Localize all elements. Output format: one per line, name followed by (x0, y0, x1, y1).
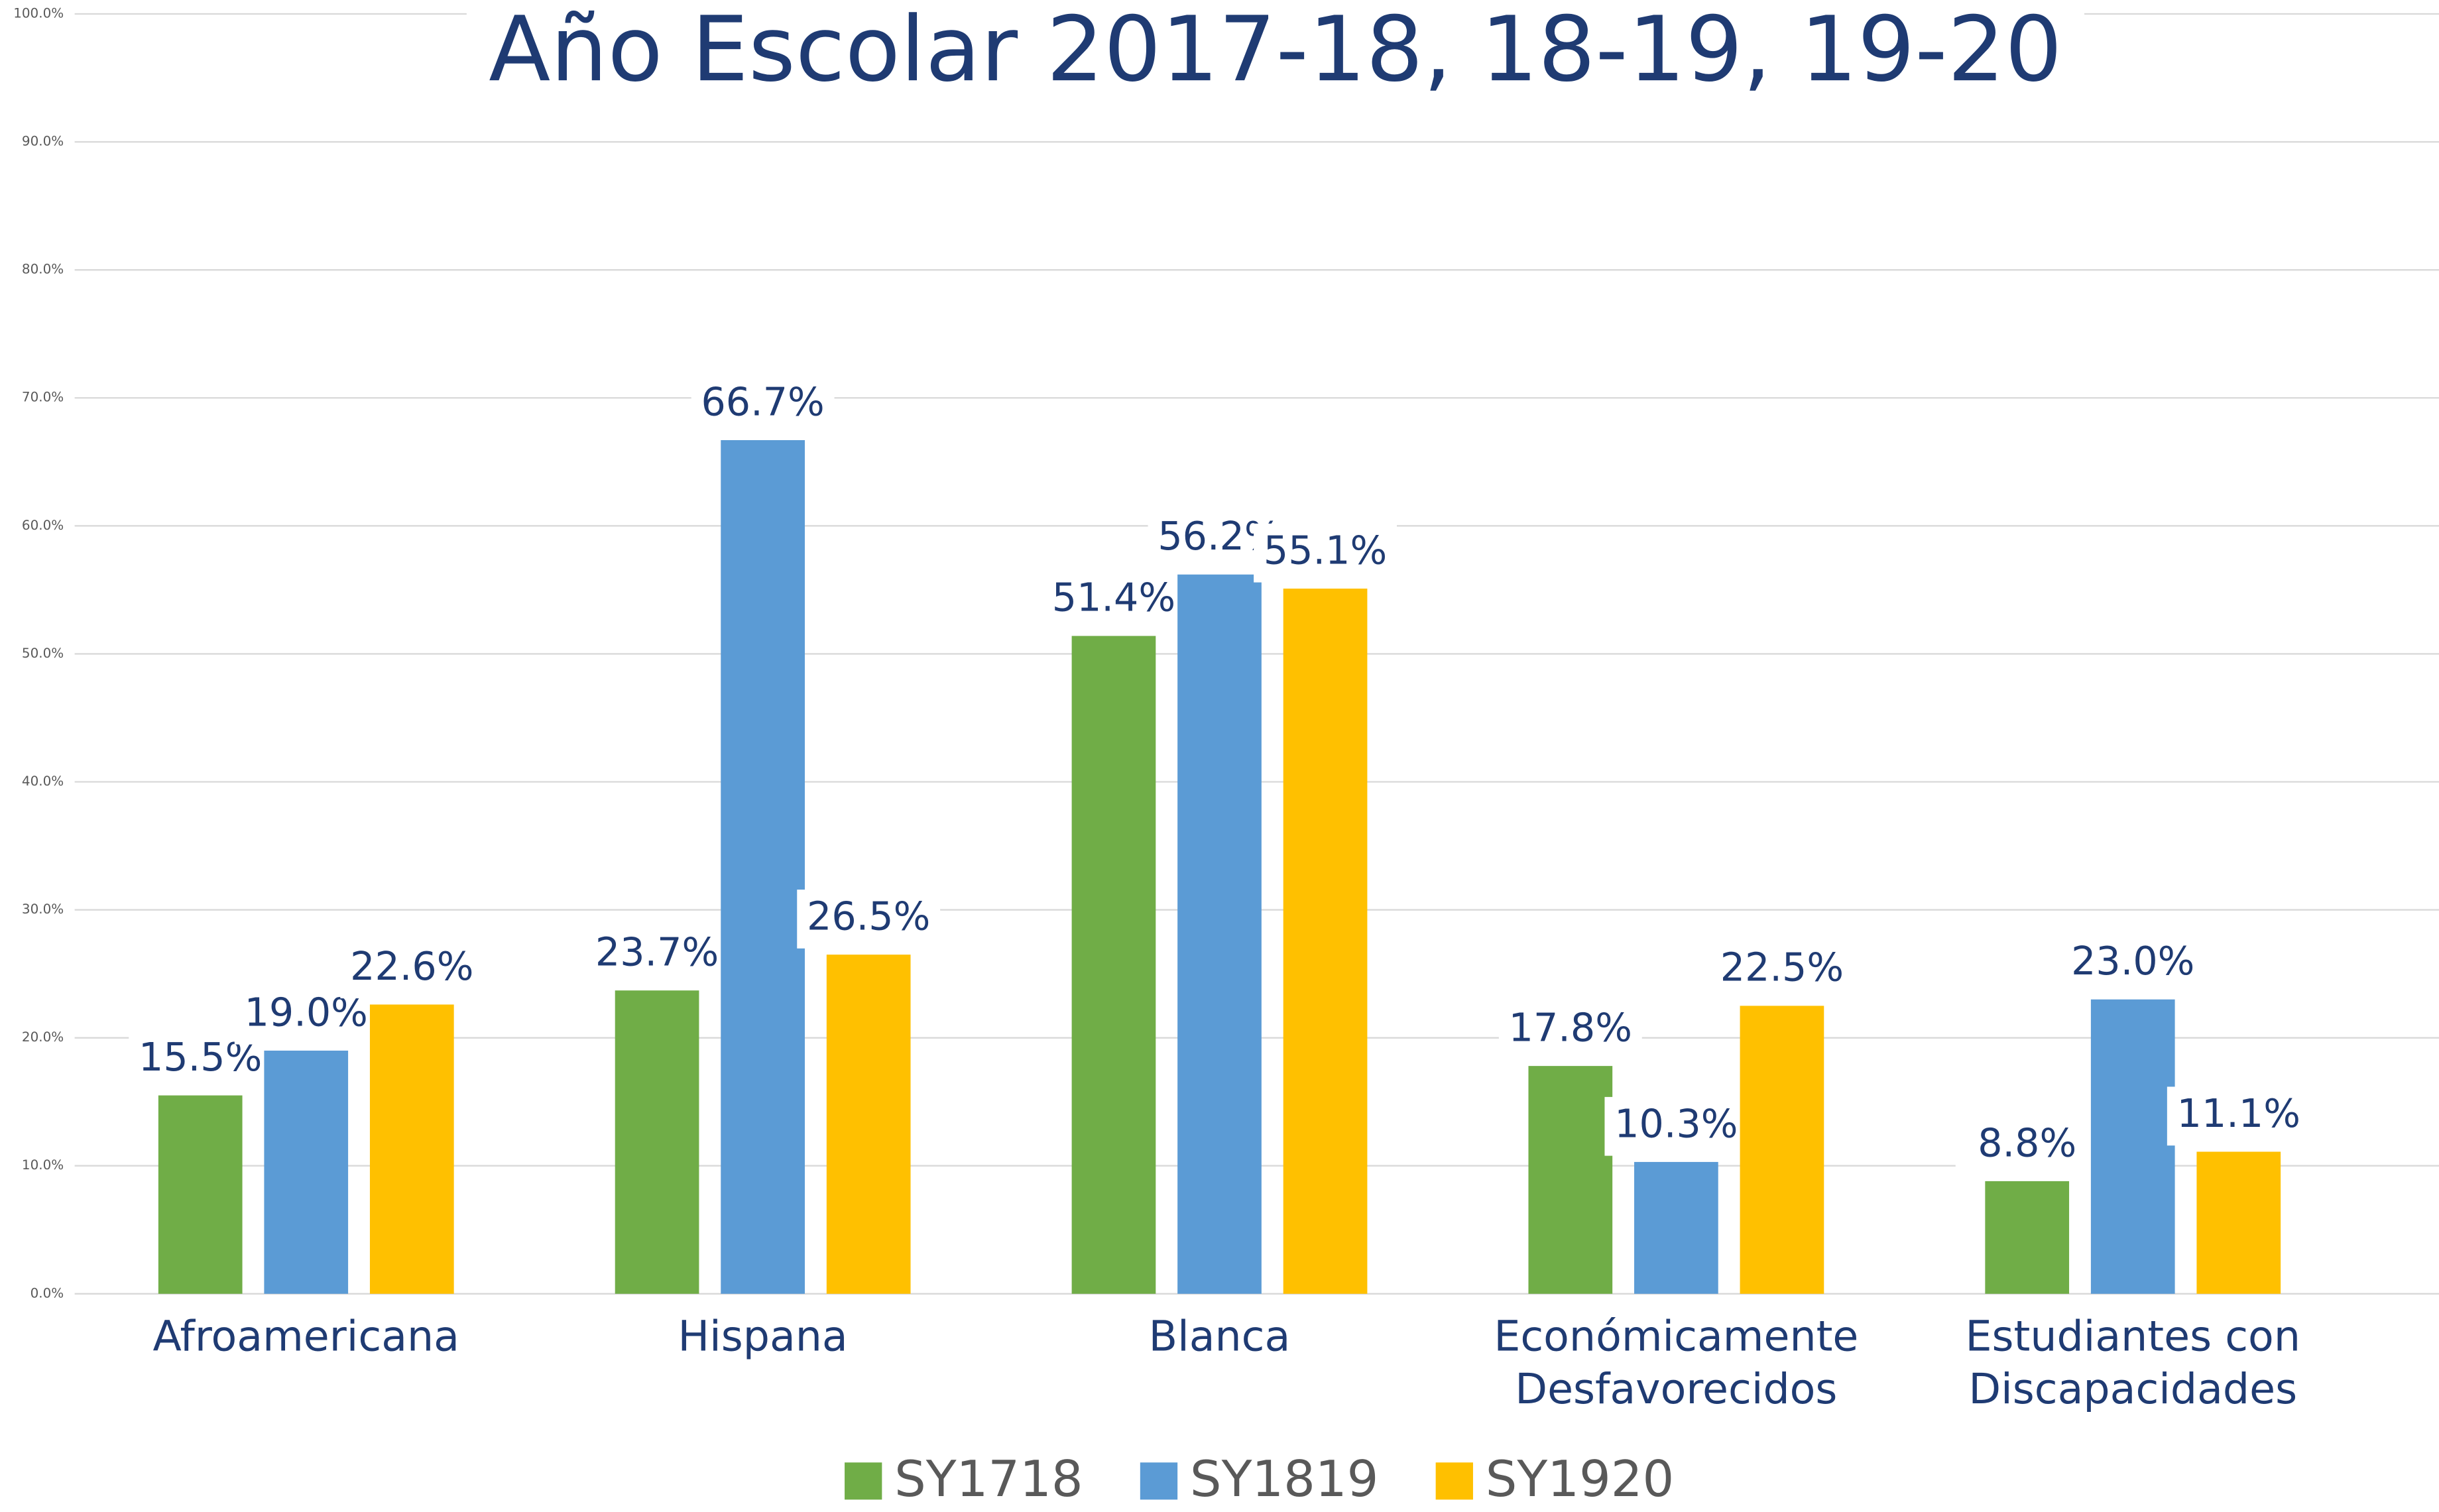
data-label-background (585, 925, 729, 984)
x-tick-label-line: Discapacidades (1968, 1364, 2297, 1413)
title-background (466, 0, 2085, 109)
bar (1283, 588, 1368, 1294)
bar (1634, 1161, 1718, 1294)
bar (2196, 1151, 2281, 1294)
legend-swatch (1435, 1462, 1473, 1500)
y-tick-label: 30.0% (22, 901, 64, 917)
y-tick-label: 50.0% (22, 646, 64, 661)
y-tick-label: 80.0% (22, 262, 64, 277)
legend-label: SY1718 (894, 1450, 1083, 1508)
data-label-background (1254, 523, 1397, 583)
data-label-background (1604, 1096, 1748, 1156)
data-label: 51.4% (1052, 575, 1175, 620)
y-tick-label: 0.0% (30, 1285, 64, 1301)
data-label-background (1710, 941, 1854, 1000)
data-label-background (1498, 1001, 1642, 1060)
data-label: 11.1% (2177, 1091, 2300, 1136)
data-label: 23.0% (2071, 939, 2194, 984)
bar (1071, 636, 1156, 1294)
data-label-background (340, 939, 484, 999)
x-tick-label: Económicamente Desfavorecidos (1494, 1311, 1858, 1413)
y-tick-label: 70.0% (22, 390, 64, 405)
bar (158, 1095, 243, 1294)
data-label-background (2061, 934, 2205, 994)
data-label-background (1042, 571, 1185, 630)
legend-label: SY1819 (1190, 1450, 1379, 1508)
x-tick-label: Hispana (678, 1311, 848, 1360)
bar (369, 1004, 454, 1294)
y-tick-label: 20.0% (22, 1029, 64, 1045)
x-tick-label-line: Blanca (1149, 1311, 1291, 1360)
bar (615, 990, 699, 1294)
y-tick-label: 60.0% (22, 518, 64, 533)
x-tick-label-line: Desfavorecidos (1515, 1364, 1837, 1413)
bar (1528, 1066, 1613, 1294)
data-label: 66.7% (701, 379, 824, 424)
bar (1985, 1181, 2070, 1294)
data-label-background (2167, 1086, 2310, 1146)
x-tick-label-line: Estudiantes con (1966, 1311, 2300, 1360)
data-label-background (797, 890, 941, 949)
legend-label: SY1920 (1486, 1450, 1675, 1508)
x-tick-label-line: Hispana (678, 1311, 848, 1360)
bar (2090, 999, 2175, 1294)
y-tick-label: 90.0% (22, 134, 64, 149)
bar (264, 1050, 349, 1294)
x-tick-label: Afroamericana (152, 1311, 459, 1360)
data-label: 55.1% (1264, 528, 1387, 573)
data-label: 8.8% (1978, 1120, 2076, 1165)
bar (1740, 1006, 1824, 1294)
bar (826, 955, 911, 1294)
y-tick-label: 40.0% (22, 774, 64, 789)
y-tick-label: 100.0% (13, 6, 64, 21)
bar (1177, 574, 1262, 1294)
legend-swatch (1140, 1462, 1178, 1500)
chart-title: Año Escolar 2017-18, 18-19, 19-20 (489, 0, 2062, 102)
data-label: 10.3% (1614, 1101, 1738, 1146)
data-label: 22.5% (1720, 945, 1844, 990)
data-label: 23.7% (595, 930, 719, 975)
bar (721, 439, 805, 1294)
legend-swatch (845, 1462, 882, 1500)
y-tick-label: 10.0% (22, 1157, 64, 1173)
data-label-background (1955, 1116, 2099, 1175)
x-tick-label: Estudiantes con Discapacidades (1966, 1311, 2300, 1413)
x-tick-label-line: Económicamente (1494, 1311, 1858, 1360)
data-label-background (691, 375, 835, 434)
data-label: 22.6% (350, 944, 473, 989)
data-label: 26.5% (807, 894, 930, 939)
data-label: 17.8% (1509, 1006, 1632, 1051)
x-tick-label-line: Afroamericana (152, 1311, 459, 1360)
x-tick-label: Blanca (1149, 1311, 1291, 1360)
